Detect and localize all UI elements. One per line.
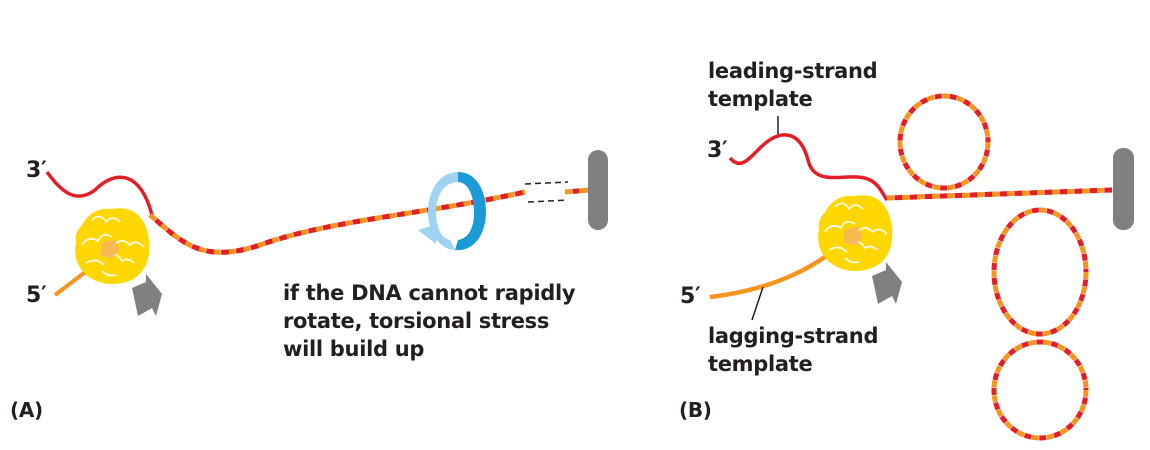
leading-label-line-2: template [708,87,813,111]
lagging-label-line-1: lagging-strand [708,324,879,348]
three-prime-label-b: 3′ [707,138,728,163]
lagging-label-line-2: template [708,352,813,376]
three-prime-label-a: 3′ [26,158,47,183]
torsion-annotation-line-1: if the DNA cannot rapidly [283,281,576,305]
lagging-label-pointer [751,286,764,321]
dna-helix-b [886,93,1113,441]
panel-b-label: (B) [679,398,712,422]
panel-b [709,93,1134,441]
panel-a [45,150,608,316]
dashed-continuation [524,181,569,203]
torsion-annotation-line-2: rotate, torsional stress [283,309,550,333]
direction-arrow-b [872,262,902,304]
rotation-arrow-icon [418,172,486,251]
anchor-bar-a [588,150,608,230]
anchor-bar-b [1113,148,1134,230]
direction-arrow-a [132,274,162,316]
leading-strand-a [45,170,154,216]
leading-label-line-1: leading-strand [708,59,878,83]
helicase-b [817,194,894,272]
five-prime-label-a: 5′ [26,283,47,308]
torsion-annotation-line-3: will build up [283,337,425,361]
panel-a-label: (A) [10,398,43,422]
leading-strand-b [728,133,889,202]
helicase-a [74,207,151,285]
dna-helix-a [148,187,591,255]
five-prime-label-b: 5′ [680,284,701,309]
